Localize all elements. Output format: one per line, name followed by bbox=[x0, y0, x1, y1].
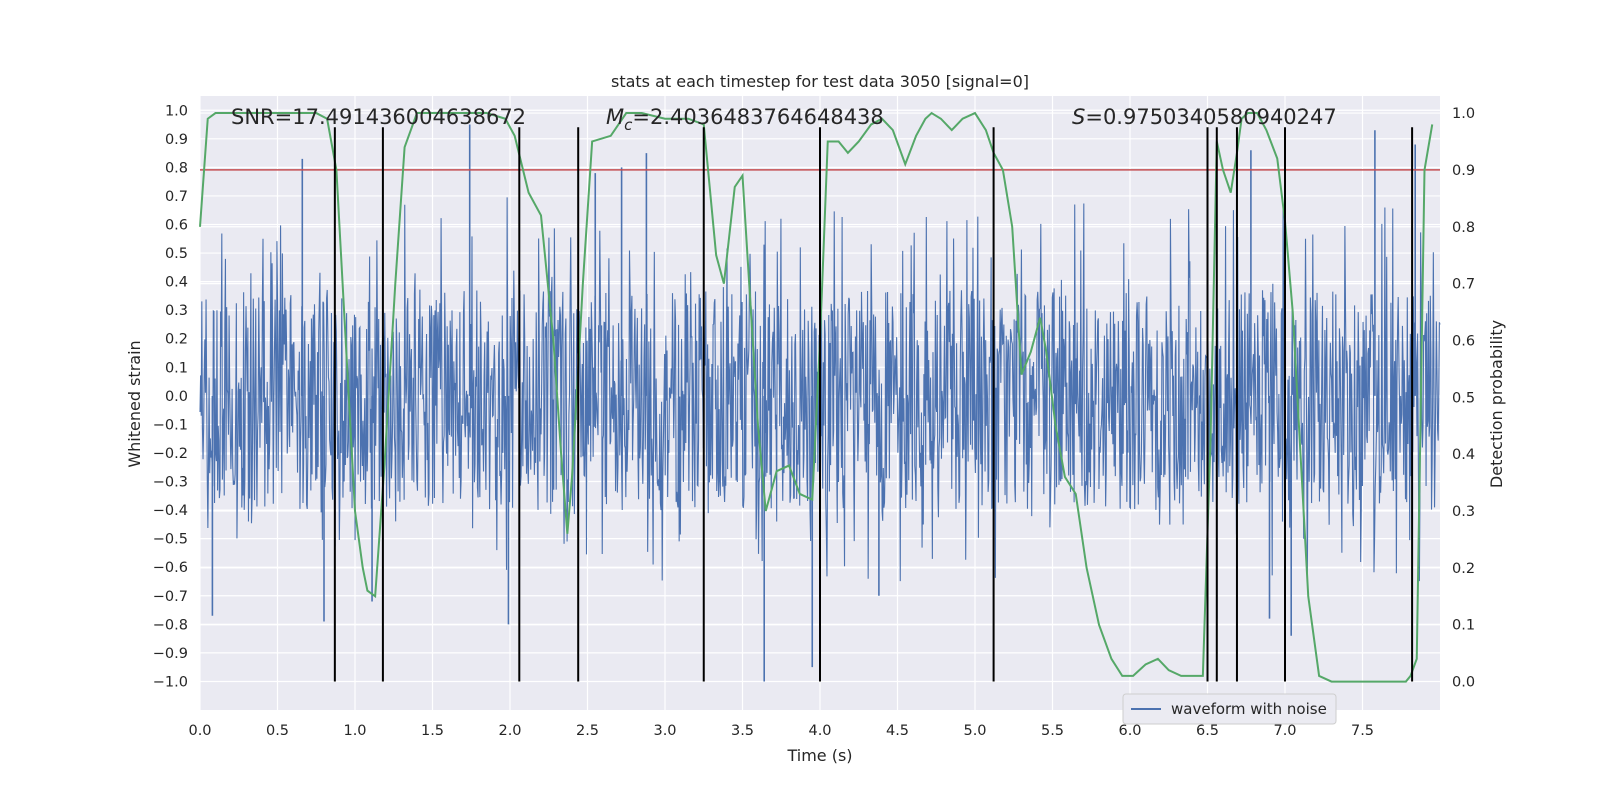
y2-tick-label: 0.9 bbox=[1452, 163, 1475, 179]
x-tick-label: 5.0 bbox=[963, 723, 986, 739]
y-tick-label: −0.1 bbox=[153, 417, 188, 433]
chirp-mass-symbol: M bbox=[606, 105, 624, 129]
chirp-mass-subscript: c bbox=[624, 116, 633, 134]
y-tick-label: 0.0 bbox=[165, 389, 188, 405]
x-tick-label: 7.5 bbox=[1351, 723, 1374, 739]
x-tick-label: 5.5 bbox=[1041, 723, 1064, 739]
y2-tick-label: 0.1 bbox=[1452, 618, 1475, 634]
x-tick-label: 3.5 bbox=[731, 723, 754, 739]
y-tick-label: −0.4 bbox=[153, 503, 188, 519]
y-tick-label: −0.9 bbox=[153, 646, 188, 662]
y-tick-label: 0.8 bbox=[165, 160, 188, 176]
legend-label: waveform with noise bbox=[1171, 700, 1327, 718]
y-tick-label: −0.3 bbox=[153, 475, 188, 491]
x-axis-ticks: 0.0 0.5 1.0 1.5 2.0 2.5 3.0 3.5 4.0 4.5 5.0 5.5 6.0 6… bbox=[188, 723, 1374, 739]
y-tick-label: 0.3 bbox=[165, 303, 188, 319]
y2-tick-label: 0.6 bbox=[1452, 333, 1475, 349]
y-tick-label: 0.1 bbox=[165, 360, 188, 376]
probability-line bbox=[199, 111, 1434, 683]
y-tick-label: 0.5 bbox=[165, 246, 188, 262]
x-tick-label: 2.5 bbox=[576, 723, 599, 739]
y-tick-label: −1.0 bbox=[153, 674, 188, 690]
x-tick-label: 1.0 bbox=[343, 723, 366, 739]
y-tick-label: −0.8 bbox=[153, 617, 188, 633]
snr-annotation: SNR=17.491436004638672 bbox=[231, 105, 526, 129]
y-axis-title: Whitened strain bbox=[125, 340, 144, 467]
y-tick-label: 0.4 bbox=[165, 275, 188, 291]
y2-axis-title: Detection probability bbox=[1487, 320, 1506, 488]
y2-tick-label: 0.0 bbox=[1452, 675, 1475, 691]
y-tick-label: −0.5 bbox=[153, 532, 188, 548]
x-tick-label: 6.0 bbox=[1118, 723, 1141, 739]
y2-tick-label: 0.8 bbox=[1452, 220, 1475, 236]
chirp-mass-annotation: Mc=2.4036483764648438 bbox=[606, 105, 884, 134]
legend-box bbox=[1122, 693, 1337, 725]
chirp-mass-value: =2.4036483764648438 bbox=[632, 105, 883, 129]
x-tick-label: 7.0 bbox=[1273, 723, 1296, 739]
y2-tick-label: 0.5 bbox=[1452, 390, 1475, 406]
y2-tick-label: 1.0 bbox=[1452, 106, 1475, 122]
x-tick-label: 3.0 bbox=[653, 723, 676, 739]
x-tick-label: 2.0 bbox=[498, 723, 521, 739]
s-value: =0.9750340580940247 bbox=[1085, 105, 1336, 129]
y-tick-label: −0.7 bbox=[153, 589, 188, 605]
x-tick-label: 0.5 bbox=[266, 723, 289, 739]
x-tick-label: 6.5 bbox=[1196, 723, 1219, 739]
y2-tick-label: 0.3 bbox=[1452, 504, 1475, 520]
y-tick-label: 0.9 bbox=[165, 132, 188, 148]
y-tick-label: 1.0 bbox=[165, 103, 188, 119]
y-tick-label: −0.6 bbox=[153, 560, 188, 576]
y-tick-label: 0.2 bbox=[165, 332, 188, 348]
x-axis-title: Time (s) bbox=[786, 746, 852, 765]
x-tick-label: 0.0 bbox=[188, 723, 211, 739]
s-annotation: S=0.9750340580940247 bbox=[1072, 105, 1337, 129]
y2-tick-label: 0.4 bbox=[1452, 447, 1475, 463]
y-tick-label: −0.2 bbox=[153, 446, 188, 462]
probability-series bbox=[199, 111, 1434, 683]
x-tick-label: 4.5 bbox=[886, 723, 909, 739]
y-axis-ticks: 1.0 0.9 0.8 0.7 0.6 0.5 0.4 0.3 0.2 0.1 0.0 −0.1 −0.… bbox=[153, 103, 188, 690]
y2-tick-label: 0.7 bbox=[1452, 277, 1475, 293]
y2-axis-ticks: 1.0 0.9 0.8 0.7 0.6 0.5 0.4 0.3 0.2 0.1 0.0 bbox=[1452, 106, 1475, 691]
x-tick-label: 1.5 bbox=[421, 723, 444, 739]
legend: waveform with noise bbox=[1122, 693, 1337, 725]
x-tick-label: 4.0 bbox=[808, 723, 831, 739]
y-tick-label: 0.7 bbox=[165, 189, 188, 205]
s-symbol: S bbox=[1072, 105, 1085, 129]
y2-tick-label: 0.2 bbox=[1452, 561, 1475, 577]
y-tick-label: 0.6 bbox=[165, 218, 188, 234]
event-markers bbox=[333, 127, 1414, 682]
chart-title: stats at each timestep for test data 305… bbox=[611, 72, 1029, 91]
